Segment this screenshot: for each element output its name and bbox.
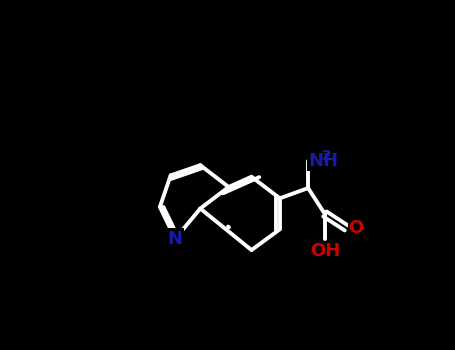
Text: NH: NH — [308, 152, 338, 170]
Text: N: N — [168, 230, 183, 248]
Text: 2: 2 — [322, 149, 332, 163]
Text: OH: OH — [310, 242, 340, 260]
Text: O: O — [349, 219, 364, 237]
